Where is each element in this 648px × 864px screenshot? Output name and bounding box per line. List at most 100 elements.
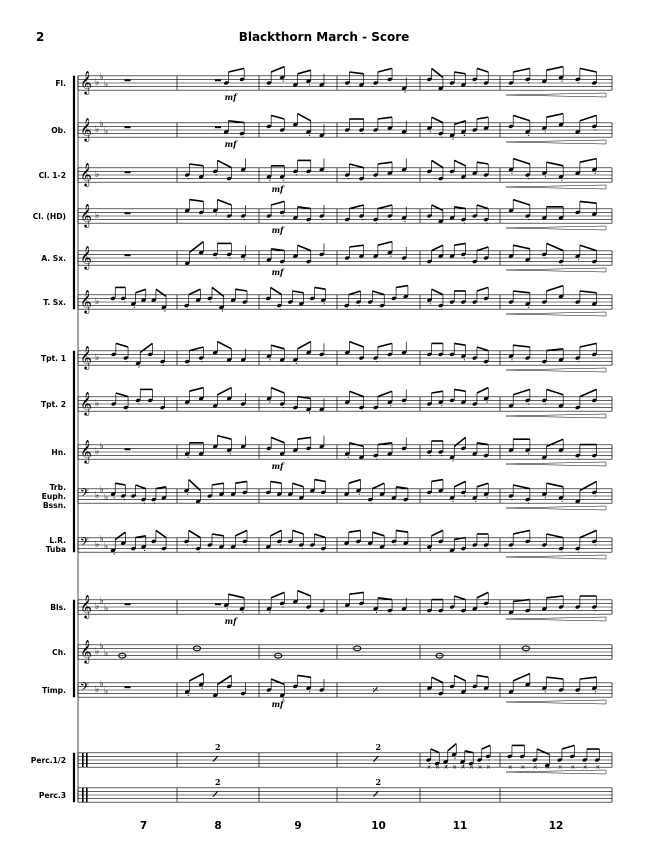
flat-sign: ♭ bbox=[95, 447, 99, 457]
staccato-dot bbox=[143, 502, 146, 504]
treble-clef: 𝄞 bbox=[80, 203, 92, 228]
note-head bbox=[461, 83, 466, 87]
note-head bbox=[472, 452, 478, 456]
note-head bbox=[195, 298, 201, 302]
note-head bbox=[293, 358, 298, 362]
instrument-label: L.R. Tuba bbox=[0, 536, 66, 554]
note-head bbox=[367, 300, 373, 304]
staccato-dot bbox=[323, 303, 325, 305]
note-head bbox=[240, 402, 246, 406]
beam bbox=[349, 591, 364, 595]
beam bbox=[217, 386, 232, 396]
flat-sign: ♭ bbox=[95, 685, 99, 695]
beam bbox=[349, 71, 364, 75]
note-head bbox=[309, 488, 315, 493]
flat-sign: ♭ bbox=[100, 120, 104, 130]
beam bbox=[513, 529, 531, 535]
note-head bbox=[387, 214, 393, 218]
note-head bbox=[212, 252, 218, 257]
staccato-dot bbox=[390, 405, 392, 407]
note-head bbox=[212, 208, 218, 213]
note-head bbox=[279, 259, 285, 264]
note-head bbox=[401, 256, 407, 260]
treble-clef: 𝄞 bbox=[80, 70, 92, 95]
note-head bbox=[293, 122, 298, 127]
staccato-dot bbox=[390, 219, 392, 221]
note-head bbox=[293, 169, 298, 174]
note-head bbox=[575, 405, 580, 410]
note-head bbox=[306, 407, 311, 412]
staccato-dot bbox=[561, 264, 563, 266]
note-head bbox=[525, 682, 530, 687]
staccato-dot bbox=[138, 403, 140, 405]
measure-repeat: 𝄍 bbox=[212, 787, 219, 803]
beam bbox=[188, 240, 204, 254]
note-head bbox=[240, 167, 246, 172]
staccato-dot bbox=[361, 133, 364, 135]
note-head bbox=[472, 402, 478, 406]
note-head bbox=[468, 761, 474, 766]
note-head bbox=[359, 455, 364, 460]
beam bbox=[454, 595, 466, 601]
beam bbox=[349, 442, 364, 448]
beam bbox=[297, 589, 312, 597]
bass-clef: 𝄢 bbox=[80, 487, 89, 503]
note-head bbox=[542, 79, 547, 83]
note-head bbox=[449, 352, 455, 357]
note-head bbox=[434, 761, 440, 766]
note-head bbox=[198, 250, 204, 255]
note-head bbox=[438, 400, 444, 404]
note-head bbox=[544, 763, 550, 768]
beam bbox=[297, 206, 311, 210]
staccato-dot bbox=[308, 222, 311, 224]
crescendo-hairpin bbox=[505, 367, 607, 373]
note-head bbox=[279, 358, 285, 362]
beam bbox=[292, 482, 304, 488]
crescendo-hairpin bbox=[505, 554, 607, 560]
note-head bbox=[449, 81, 455, 85]
staccato-dot bbox=[429, 549, 431, 552]
staccato-dot bbox=[390, 255, 392, 257]
staccato-dot bbox=[186, 308, 189, 310]
beam bbox=[297, 340, 312, 350]
note-head bbox=[344, 256, 350, 260]
note-head bbox=[592, 167, 597, 172]
note-head bbox=[319, 407, 325, 412]
instrument-label-line: Bssn. bbox=[42, 500, 66, 510]
note-head bbox=[592, 605, 597, 609]
staccato-dot bbox=[561, 80, 563, 82]
dynamic-mf: mf bbox=[225, 92, 238, 102]
x-note-head: × bbox=[595, 764, 600, 771]
beam bbox=[270, 591, 285, 599]
note-head bbox=[427, 214, 432, 218]
instrument-label: Timp. bbox=[0, 686, 66, 695]
note-head bbox=[461, 175, 466, 179]
note-head bbox=[298, 496, 304, 500]
note-head bbox=[319, 444, 325, 449]
note-head bbox=[472, 259, 478, 264]
whole-note bbox=[521, 645, 531, 652]
beam bbox=[546, 676, 564, 680]
beam bbox=[314, 478, 326, 483]
staccato-dot bbox=[154, 502, 156, 504]
beam bbox=[546, 533, 564, 539]
staccato-dot bbox=[187, 178, 189, 180]
beam bbox=[431, 288, 444, 296]
note-head bbox=[306, 217, 311, 222]
beam bbox=[513, 484, 531, 490]
note-head bbox=[525, 356, 530, 360]
staccato-dot bbox=[282, 606, 284, 608]
note-head bbox=[485, 754, 491, 759]
beam bbox=[431, 478, 444, 483]
note-head bbox=[379, 492, 385, 496]
instrument-label: Cl. 1-2 bbox=[0, 171, 66, 180]
note-head bbox=[427, 169, 432, 174]
note-head bbox=[575, 300, 580, 304]
note-head bbox=[575, 254, 580, 258]
staccato-dot bbox=[295, 362, 297, 364]
staccato-dot bbox=[486, 222, 488, 224]
note-head bbox=[575, 453, 580, 458]
beam bbox=[431, 204, 444, 212]
note-head bbox=[239, 77, 245, 82]
note-head bbox=[575, 605, 580, 609]
